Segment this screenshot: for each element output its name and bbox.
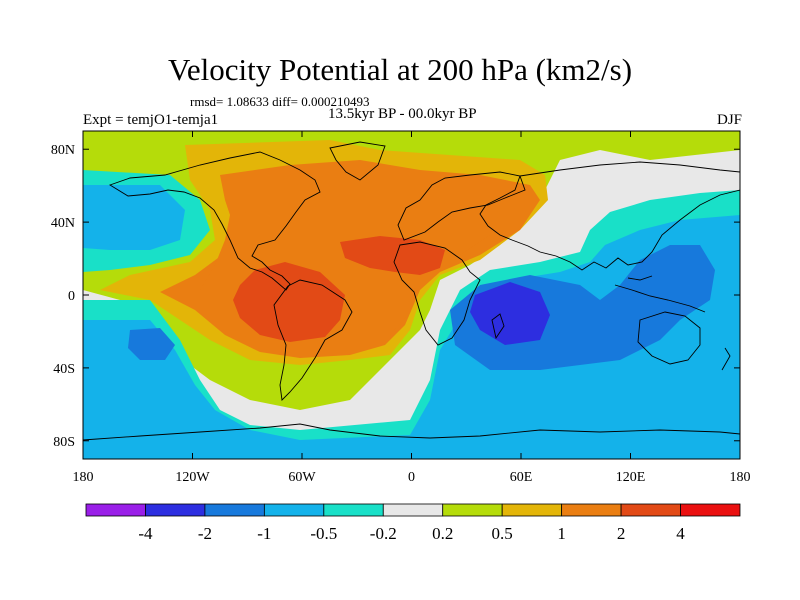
contour-fill-layer [83,131,740,459]
colorbar-label: 2 [617,524,626,543]
colorbar-swatch [323,503,384,517]
plot-title: Velocity Potential at 200 hPa (km2/s) [167,52,633,87]
colorbar-label: -2 [198,524,212,543]
time-period-label: 13.5kyr BP - 00.0kyr BP [328,106,477,122]
colorbar-labels: -4 -2 -1 -0.5 -0.2 0.2 0.5 1 2 4 [138,524,685,543]
colorbar-label: 0.2 [432,524,453,543]
coastline-africa [393,241,481,346]
contour-band [233,236,445,342]
coastline-greenland [329,141,386,181]
lon-tick-label: 60W [288,470,316,485]
coastline-asia [479,161,740,271]
coastline-antarctica [83,423,740,441]
colorbar-label: -4 [138,524,153,543]
colorbar-swatch [382,503,444,517]
colorbar-swatch [680,503,741,517]
lat-tick-label: 40N [51,216,75,231]
coastline-madagascar [491,313,505,340]
colorbar-swatch [145,503,206,517]
season-label: DJF [716,112,742,128]
lat-tick-label: 80S [53,435,75,450]
experiment-label: Expt = temjO1-temja1 [83,112,219,128]
latitude-axis: 80N 40N 0 40S 80S [51,143,740,450]
colorbar-swatch [561,503,622,517]
contour-band [128,245,715,370]
coastline-indonesia [614,275,706,313]
lon-tick-label: 120E [616,470,646,485]
coastline-south-america [273,279,353,401]
colorbar-label: 0.5 [492,524,513,543]
colorbar-swatch [263,503,325,517]
coastline-australia [637,311,701,365]
colorbar-label: -1 [257,524,271,543]
lon-tick-label: 120W [175,470,210,485]
colorbar-label: 1 [557,524,566,543]
lat-tick-label: 40S [53,362,75,377]
lon-tick-label: 60E [510,470,533,485]
contour-band [83,185,740,459]
colorbar-swatch [85,503,146,517]
colorbar-label: -0.5 [310,524,337,543]
coastline-layer [83,141,740,441]
colorbar-swatch [501,503,563,517]
colorbar-swatch [620,503,681,517]
lon-tick-label: 180 [73,470,94,485]
lat-tick-label: 80N [51,143,75,158]
coastline-new-zealand [721,347,731,371]
lon-tick-label: 180 [730,470,751,485]
rmsd-diff-text: rmsd= 1.08633 diff= 0.000210493 [190,94,370,109]
colorbar-swatch [204,503,265,517]
lat-tick-label: 0 [68,289,75,304]
colorbar-swatch [442,503,503,517]
colorbar-label: -0.2 [370,524,397,543]
lon-tick-label: 0 [408,470,415,485]
longitude-axis: 180 120W 60W 0 60E 120E 180 [73,131,751,485]
colorbar-label: 4 [676,524,685,543]
coastline-north-america [108,151,321,291]
contour-band [470,282,550,345]
colorbar [85,503,741,517]
